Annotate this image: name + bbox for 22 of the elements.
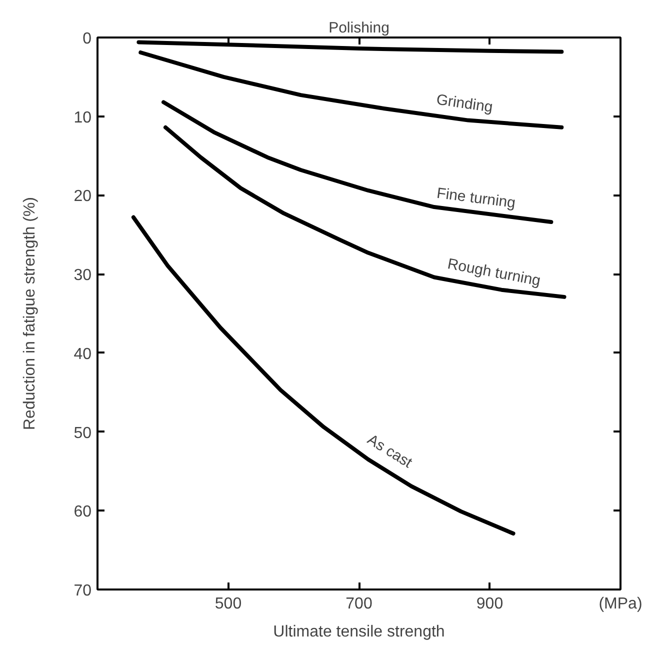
y-tick-label: 20 <box>74 188 92 206</box>
annotation: Rough turning <box>446 256 542 290</box>
y-axis-title: Reduction in fatigue strength (%) <box>22 196 39 430</box>
y-tick-label: 60 <box>74 504 92 521</box>
annotation: Polishing <box>328 20 390 36</box>
line-series <box>136 40 564 54</box>
y-tick-label: 50 <box>74 424 92 442</box>
x-axis-title: Ultimate tensile strength <box>273 624 445 640</box>
y-tick-label: 10 <box>74 109 92 126</box>
y-tick-label: 70 <box>74 582 92 600</box>
x-tick-label: 700 <box>346 596 372 612</box>
x-tick-label: 500 <box>214 596 242 612</box>
line-series <box>138 50 564 130</box>
annotation: Fine turning <box>436 184 516 212</box>
annotation: Grinding <box>435 91 494 116</box>
x-tick-label: 900 <box>476 596 504 612</box>
annotation: As cast <box>364 431 416 472</box>
x-tick-label: (MPa) <box>598 596 642 612</box>
y-tick-label: 0 <box>82 30 92 48</box>
line-series <box>163 125 566 299</box>
y-tick-label: 30 <box>74 267 92 284</box>
y-tick-label: 40 <box>74 346 92 363</box>
